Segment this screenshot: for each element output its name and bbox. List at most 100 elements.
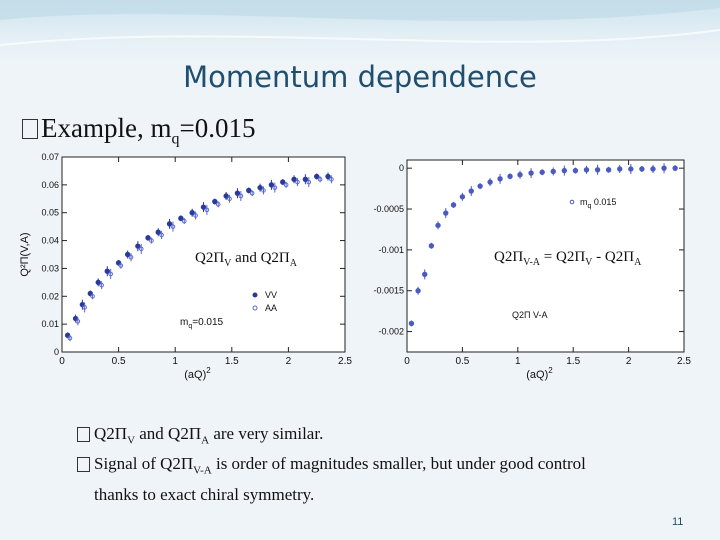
data-point (178, 215, 184, 221)
x-tick-label: 1.5 (566, 356, 580, 367)
data-point (272, 185, 278, 190)
data-point (306, 179, 312, 185)
bullet-list: Q2ΠV and Q2ΠA are very similar. Signal o… (77, 422, 707, 507)
y-tick-label: 0.07 (41, 152, 59, 162)
data-point (435, 222, 441, 229)
y-tick-label: 0 (54, 347, 59, 357)
left-chart-overlay-label: Q2ΠV and Q2ΠA (195, 250, 297, 269)
data-point (166, 221, 173, 227)
y-tick-label: 0.04 (41, 236, 59, 246)
x-tick-label: 2.5 (338, 356, 352, 367)
data-point (95, 279, 101, 286)
x-tick-label: 0 (404, 356, 410, 367)
legend-marker (569, 199, 575, 205)
data-point (82, 305, 87, 310)
data-point (317, 176, 323, 182)
data-point (145, 235, 151, 241)
data-point (443, 210, 449, 216)
data-point (639, 166, 645, 172)
y-tick-label: 0.02 (41, 291, 59, 301)
data-point (181, 218, 187, 224)
data-point (170, 224, 176, 229)
data-point (428, 243, 435, 249)
bullet-box-icon (77, 427, 90, 442)
bullet-item-1: Q2ΠV and Q2ΠA are very similar. (77, 422, 707, 452)
data-point (238, 193, 244, 199)
data-point (672, 165, 678, 171)
data-point (227, 196, 232, 202)
y-tick-label: 0.03 (41, 263, 59, 273)
data-point (99, 282, 104, 288)
data-point (539, 169, 545, 175)
data-point (583, 167, 590, 173)
data-point (661, 165, 667, 171)
y-tick-label: -0.0005 (373, 204, 404, 214)
data-point (280, 179, 286, 185)
data-point (459, 194, 466, 200)
data-point (212, 198, 218, 205)
data-point (149, 238, 154, 243)
data-point (159, 232, 164, 238)
header-swoosh (0, 0, 720, 46)
y-tick-label: 0.06 (41, 180, 59, 190)
data-point (193, 213, 198, 218)
x-tick-label: 0.5 (455, 356, 469, 367)
data-point (75, 319, 81, 324)
data-point (104, 268, 110, 274)
right-chart: 0 0.5 1 1.5 2 2.5 0 -0.0005 -0.001 -0.0015 -0.002 (… (373, 159, 691, 381)
data-point (246, 187, 252, 194)
data-point (189, 210, 195, 216)
legend-label: VV (265, 290, 277, 300)
data-point (450, 202, 457, 208)
data-point (422, 271, 428, 278)
data-point (295, 179, 300, 185)
data-point (572, 167, 579, 174)
y-tick-label: 0 (399, 163, 404, 173)
data-point (594, 167, 601, 173)
data-point (561, 167, 568, 174)
plot-frame (406, 159, 685, 353)
y-tick-label: 0.01 (41, 319, 59, 329)
data-point (517, 172, 523, 178)
data-point (223, 193, 229, 199)
data-point (268, 182, 275, 188)
left-chart: 0 0.5 1 1.5 2 2.5 0 0.01 0.02 0.03 0.04 0.05 0.06 0.0… (19, 152, 352, 381)
data-point (325, 173, 331, 180)
data-point (487, 179, 493, 185)
data-point (408, 320, 415, 327)
data-point (468, 188, 474, 194)
x-tick-label: 1 (172, 356, 178, 367)
data-point (507, 173, 513, 180)
data-point (617, 166, 623, 172)
y-tick-label: -0.0015 (373, 286, 404, 296)
x-tick-label: 0.5 (112, 356, 126, 367)
y-tick-label: -0.001 (378, 245, 404, 255)
data-point (628, 166, 634, 172)
data-point (118, 263, 124, 268)
legend-label: Q2Π V-A (512, 310, 548, 320)
y-tick-label: 0.05 (41, 208, 59, 218)
x-axis-label: (aQ)2 (184, 366, 211, 381)
page-number: 11 (672, 516, 684, 528)
legend-marker (252, 292, 258, 298)
data-point (283, 182, 289, 188)
bullet-box-icon (22, 119, 38, 139)
x-tick-label: 0 (59, 356, 65, 367)
data-point (135, 243, 141, 249)
data-point (204, 207, 210, 213)
x-tick-label: 1.5 (225, 356, 239, 367)
data-point (215, 202, 221, 207)
data-point (124, 251, 131, 258)
bullet-item-2: Signal of Q2ΠV-A is order of magnitudes … (77, 452, 707, 506)
legend-label: AA (265, 303, 277, 313)
data-point (234, 190, 241, 196)
data-point (138, 246, 144, 252)
y-axis-label: Q²Π(V,A) (19, 232, 31, 276)
data-point (108, 271, 113, 277)
data-point (497, 176, 503, 182)
data-point (90, 293, 95, 299)
data-point (477, 183, 483, 189)
slide-subtitle: Example, mq=0.015 (22, 113, 255, 148)
data-point (128, 254, 134, 260)
x-tick-label: 1 (515, 356, 521, 367)
